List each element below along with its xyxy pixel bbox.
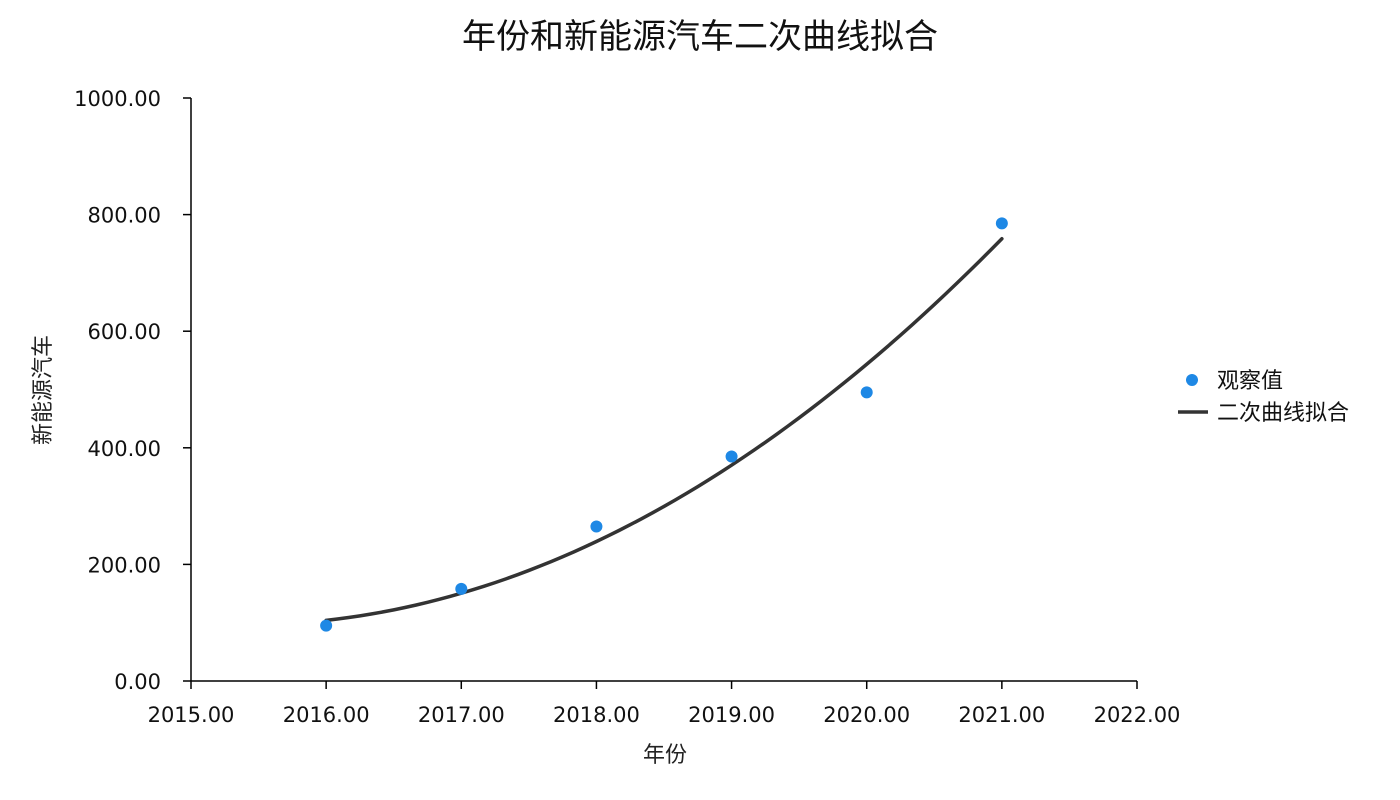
observed-point xyxy=(995,217,1008,230)
x-tick-label: 2022.00 xyxy=(1094,703,1181,727)
y-tick-label: 800.00 xyxy=(88,204,161,228)
observed-point xyxy=(590,520,603,533)
observed-point xyxy=(725,450,738,463)
legend-label-fit: 二次曲线拟合 xyxy=(1217,401,1349,426)
observed-point xyxy=(455,582,468,595)
observed-point xyxy=(860,386,873,399)
legend-marker-observed xyxy=(1186,374,1198,386)
x-tick-label: 2015.00 xyxy=(148,703,235,727)
y-axis-label: 新能源汽车 xyxy=(31,335,56,445)
x-tick-label: 2020.00 xyxy=(823,703,910,727)
y-tick-label: 1000.00 xyxy=(74,87,161,111)
y-tick-label: 200.00 xyxy=(88,553,161,577)
legend: 观察值 二次曲线拟合 xyxy=(1178,369,1349,426)
x-axis-label: 年份 xyxy=(643,743,687,768)
x-tick-label: 2017.00 xyxy=(418,703,505,727)
x-tick-label: 2019.00 xyxy=(688,703,775,727)
axes xyxy=(190,98,1137,682)
y-tick-label: 0.00 xyxy=(114,670,161,694)
legend-label-observed: 观察值 xyxy=(1217,369,1283,394)
chart-title: 年份和新能源汽车二次曲线拟合 xyxy=(462,17,938,57)
series-layer xyxy=(320,217,1008,632)
x-tick-label: 2021.00 xyxy=(958,703,1045,727)
y-tick-label: 600.00 xyxy=(88,320,161,344)
x-axis-ticks: 2015.00 2016.00 2017.00 2018.00 2019.00 2020.… xyxy=(148,681,1181,727)
fit-line xyxy=(324,236,1004,623)
x-tick-label: 2018.00 xyxy=(553,703,640,727)
observed-point xyxy=(320,619,333,632)
x-tick-label: 2016.00 xyxy=(283,703,370,727)
y-axis-ticks: 0.00 200.00 400.00 600.00 800.00 1000.00 xyxy=(74,87,191,694)
y-tick-label: 400.00 xyxy=(88,437,161,461)
